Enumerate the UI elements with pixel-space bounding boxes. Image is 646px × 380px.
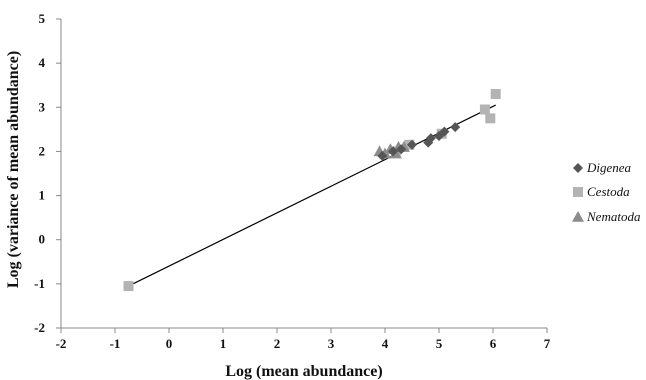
legend-marker-digenea [573, 163, 583, 173]
cestoda-point [485, 113, 496, 124]
cestoda-point [490, 89, 501, 100]
x-tick-label: 5 [436, 336, 443, 351]
legend-label-nematoda: Nematoda [586, 209, 641, 224]
cestoda-point [479, 104, 490, 115]
digenea-point [396, 144, 407, 155]
data-points [123, 89, 501, 292]
y-tick-label: -2 [34, 320, 45, 335]
legend-label-cestoda: Cestoda [587, 184, 630, 199]
regression-line [128, 104, 496, 287]
regression-line-group [128, 104, 496, 287]
digenea-point [377, 150, 388, 161]
y-tick-labels: -2 -1 0 1 2 3 4 5 [34, 11, 45, 335]
legend-label-digenea: Digenea [586, 160, 632, 175]
x-tick-label: 0 [166, 336, 173, 351]
legend-marker-cestoda [573, 187, 583, 197]
y-tick-label: 0 [39, 232, 46, 247]
y-axis-label: Log (variance of mean abundance) [5, 51, 22, 288]
y-tick-label: 2 [39, 143, 46, 158]
x-tick-label: -2 [56, 336, 67, 351]
x-tick-label: 6 [490, 336, 497, 351]
legend: Digenea Cestoda Nematoda [572, 160, 641, 224]
x-tick-label: 1 [220, 336, 227, 351]
y-tick-label: 3 [39, 99, 46, 114]
x-axis-label: Log (mean abundance) [225, 363, 382, 380]
x-tick-label: 7 [544, 336, 551, 351]
axes [56, 18, 548, 333]
digenea-point [450, 122, 461, 133]
digenea-point [439, 126, 450, 137]
digenea-point [425, 133, 436, 144]
y-tick-label: -1 [34, 276, 45, 291]
digenea-point [388, 146, 399, 157]
y-tick-label: 4 [39, 55, 46, 70]
y-tick-label: 5 [39, 11, 46, 26]
legend-marker-nematoda [572, 211, 584, 222]
digenea-point [407, 139, 417, 150]
x-tick-label: 4 [382, 336, 389, 351]
x-tick-label: -1 [110, 336, 121, 351]
y-tick-label: 1 [39, 188, 46, 203]
x-tick-label: 3 [328, 336, 335, 351]
cestoda-point [123, 281, 134, 292]
x-tick-labels: -2 -1 0 1 2 3 4 5 6 7 [56, 336, 551, 351]
x-tick-label: 2 [274, 336, 281, 351]
